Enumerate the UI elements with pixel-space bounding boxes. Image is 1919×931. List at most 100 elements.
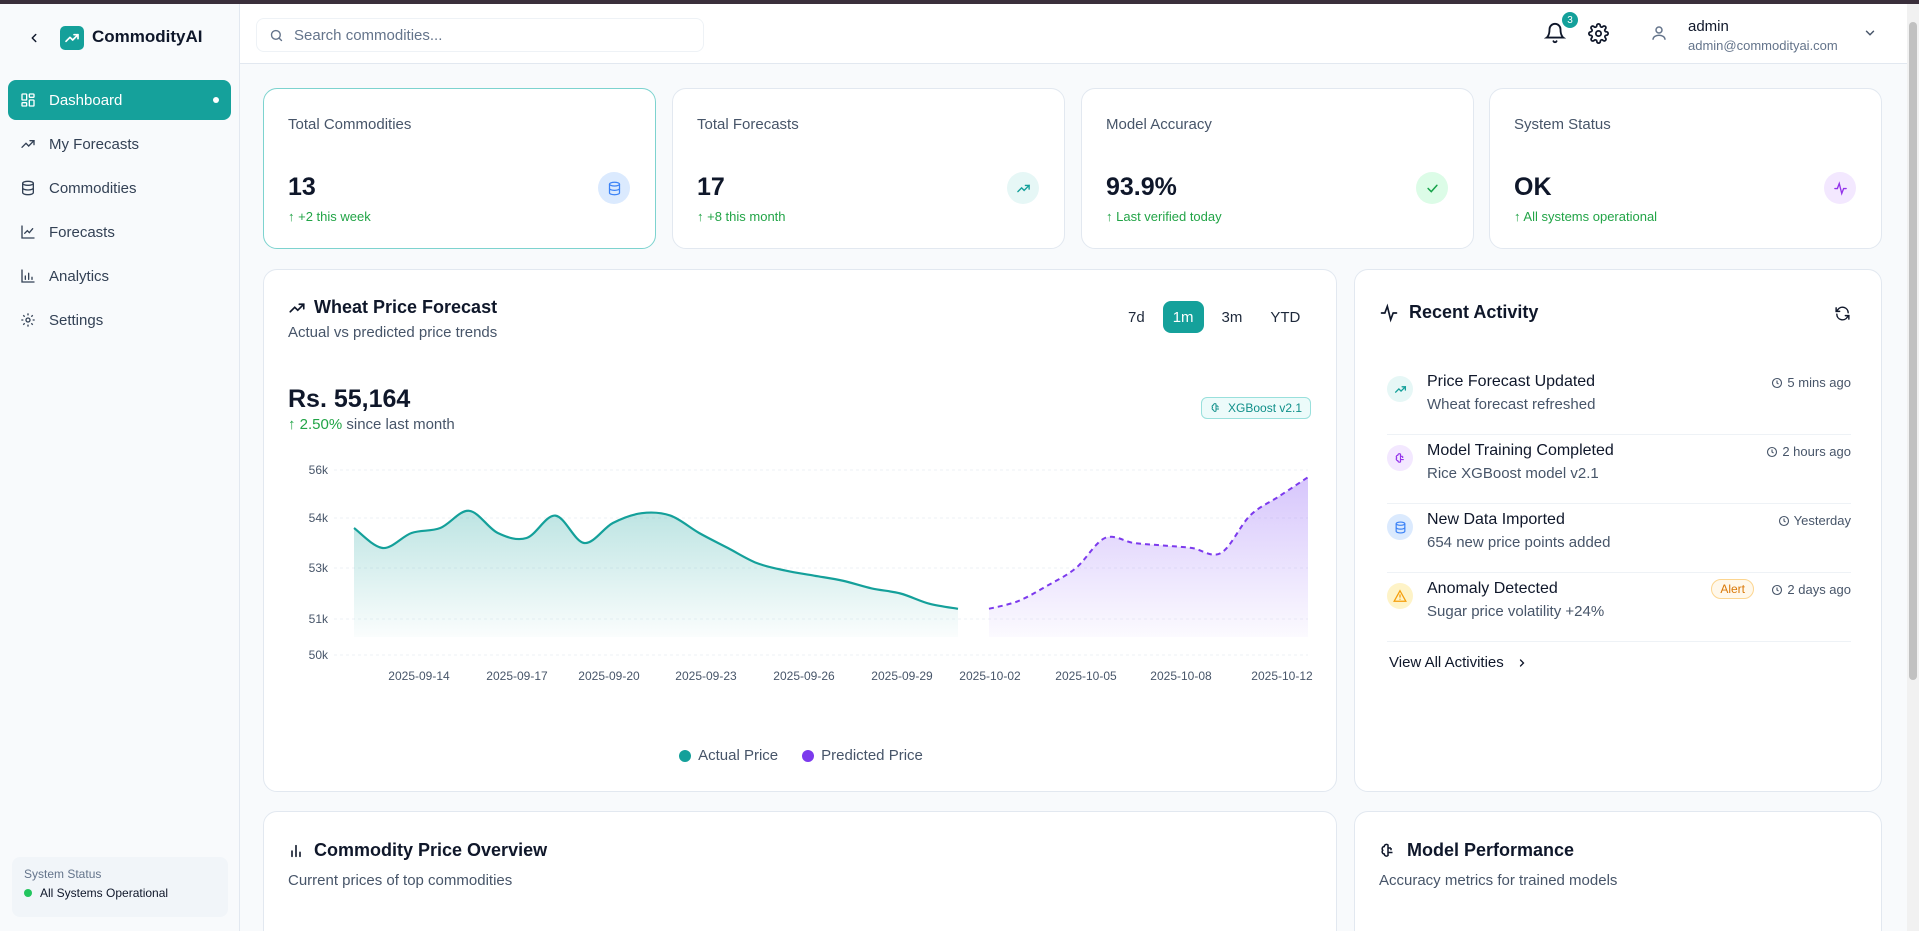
activity-time: 5 mins ago: [1771, 375, 1851, 390]
activity-time-text: 5 mins ago: [1787, 375, 1851, 390]
range-selector: 7d 1m 3m YTD: [1118, 301, 1318, 333]
sidebar-item-settings[interactable]: Settings: [8, 300, 231, 340]
sidebar-item-label: Dashboard: [49, 91, 123, 109]
trending-up-icon: [289, 302, 305, 313]
activity-item[interactable]: Price Forecast Updated Wheat forecast re…: [1387, 366, 1851, 435]
gear-icon: [1588, 23, 1609, 44]
sidebar: CommodityAI Dashboard My Forecasts Commo…: [0, 4, 240, 931]
sidebar-item-commodities[interactable]: Commodities: [8, 168, 231, 208]
forecast-title: Wheat Price Forecast: [314, 297, 498, 317]
top-header: 3 admin admin@commodityai.com: [240, 4, 1909, 64]
search-input[interactable]: [294, 26, 674, 44]
overview-subtitle: Current prices of top commodities: [288, 872, 513, 889]
range-button-7d[interactable]: 7d: [1128, 308, 1145, 326]
activity-icon: [1380, 303, 1398, 322]
current-price: Rs. 55,164: [288, 385, 411, 413]
legend-item-actual[interactable]: Actual Price: [679, 747, 778, 764]
legend-label: Predicted Price: [821, 747, 923, 764]
activity-title-row: Recent Activity: [1379, 302, 1538, 323]
sidebar-item-my-forecasts[interactable]: My Forecasts: [8, 124, 231, 164]
activity-time-text: 2 hours ago: [1782, 444, 1851, 459]
range-button-1m[interactable]: 1m: [1162, 301, 1204, 333]
view-all-label: View All Activities: [1389, 654, 1504, 671]
bell-icon: [1543, 23, 1567, 44]
overview-title: Commodity Price Overview: [314, 840, 548, 860]
forecast-chart: 56k 54k 53k 51k 50k 2025-09-14 2025-09-17 2025…: [309, 463, 1313, 683]
x-tick-label: 2025-09-23: [675, 669, 737, 683]
clock-icon: [1772, 377, 1783, 388]
chevron-down-icon: [1865, 30, 1875, 36]
refresh-icon: [1835, 306, 1850, 321]
price-change: ↑ 2.50% since last month: [288, 416, 455, 433]
sidebar-item-forecasts[interactable]: Forecasts: [8, 212, 231, 252]
legend-label: Actual Price: [698, 747, 779, 764]
activity-time: 2 days ago: [1771, 582, 1851, 597]
search-icon: [270, 29, 283, 41]
sidebar-item-label: Commodities: [49, 179, 137, 197]
stat-card-model-accuracy: Model Accuracy 93.9% ↑ Last verified tod…: [1081, 88, 1474, 249]
price-change-pct: ↑ 2.50%: [288, 416, 343, 433]
y-tick-label: 51k: [309, 612, 329, 626]
active-indicator: [213, 97, 219, 103]
x-tick-label: 2025-09-14: [388, 669, 450, 683]
chart-legend: Actual Price Predicted Price: [264, 747, 1338, 764]
activity-time-text: 2 days ago: [1787, 582, 1851, 597]
stat-sub: ↑ Last verified today: [1106, 209, 1222, 224]
x-tick-label: 2025-09-26: [773, 669, 835, 683]
view-all-activities-link[interactable]: View All Activities: [1389, 654, 1528, 671]
collapse-sidebar-button[interactable]: [24, 28, 44, 48]
chevron-right-icon: [1519, 658, 1525, 667]
legend-item-predicted[interactable]: Predicted Price: [802, 747, 923, 764]
range-button-3m[interactable]: 3m: [1221, 308, 1243, 326]
brain-icon: [1381, 843, 1393, 857]
refresh-button[interactable]: [1834, 305, 1851, 327]
system-status-label: System Status: [24, 867, 102, 881]
check-icon: [1416, 172, 1448, 204]
x-tick-label: 2025-10-08: [1150, 669, 1212, 683]
model-badge: XGBoost v2.1: [1201, 397, 1312, 419]
range-button-ytd[interactable]: YTD: [1270, 308, 1301, 326]
x-tick-label: 2025-10-12: [1251, 669, 1313, 683]
stat-card-system-status: System Status OK ↑ All systems operation…: [1489, 88, 1882, 249]
user-icon: [1652, 26, 1666, 40]
stat-value: OK: [1514, 173, 1552, 201]
bar-chart-icon: [21, 269, 35, 283]
clock-icon: [1767, 446, 1778, 457]
stat-value: 13: [288, 173, 316, 201]
user-email: admin@commodityai.com: [1688, 38, 1838, 53]
activity-item[interactable]: New Data Imported 654 new price points a…: [1387, 504, 1851, 573]
activity-item[interactable]: Anomaly Detected Sugar price volatility …: [1387, 573, 1851, 642]
stat-title: Total Commodities: [288, 116, 412, 133]
sidebar-item-dashboard[interactable]: Dashboard: [8, 80, 231, 120]
warning-icon: [1387, 583, 1413, 609]
sidebar-item-analytics[interactable]: Analytics: [8, 256, 231, 296]
sidebar-nav: Dashboard My Forecasts Commodities Forec…: [8, 80, 231, 344]
model-performance-card: Model Performance Accuracy metrics for t…: [1354, 811, 1882, 931]
legend-dot-icon: [679, 749, 692, 762]
activity-item-title: Price Forecast Updated: [1427, 373, 1596, 390]
activity-item-title: New Data Imported: [1427, 511, 1565, 528]
stat-sub: ↑ All systems operational: [1514, 209, 1658, 224]
system-status-text: All Systems Operational: [40, 886, 169, 900]
stat-card-total-forecasts: Total Forecasts 17 ↑ +8 this month: [672, 88, 1065, 249]
line-chart-icon: [21, 225, 35, 239]
forecast-subtitle: Actual vs predicted price trends: [288, 324, 498, 341]
settings-button[interactable]: [1588, 23, 1609, 49]
notification-count-badge: 3: [1562, 12, 1578, 28]
clock-icon: [1778, 515, 1789, 526]
activity-item[interactable]: Model Training Completed Rice XGBoost mo…: [1387, 435, 1851, 504]
trending-up-icon: [1387, 376, 1413, 402]
performance-subtitle: Accuracy metrics for trained models: [1379, 872, 1618, 889]
scrollbar-thumb[interactable]: [1909, 22, 1917, 680]
notifications-button[interactable]: [1543, 22, 1568, 46]
commodity-price-overview-card: Commodity Price Overview Current prices …: [263, 811, 1337, 931]
alert-badge: Alert: [1711, 579, 1754, 599]
stat-value: 17: [697, 173, 725, 201]
activity-item-title: Anomaly Detected: [1427, 580, 1558, 597]
activity-title: Recent Activity: [1409, 302, 1539, 322]
system-status-box: System Status All Systems Operational: [12, 857, 228, 917]
activity-item-title: Model Training Completed: [1427, 442, 1614, 459]
logo-icon: [60, 26, 84, 50]
page-scrollbar[interactable]: [1907, 4, 1919, 931]
user-menu[interactable]: admin admin@commodityai.com: [1650, 14, 1890, 54]
